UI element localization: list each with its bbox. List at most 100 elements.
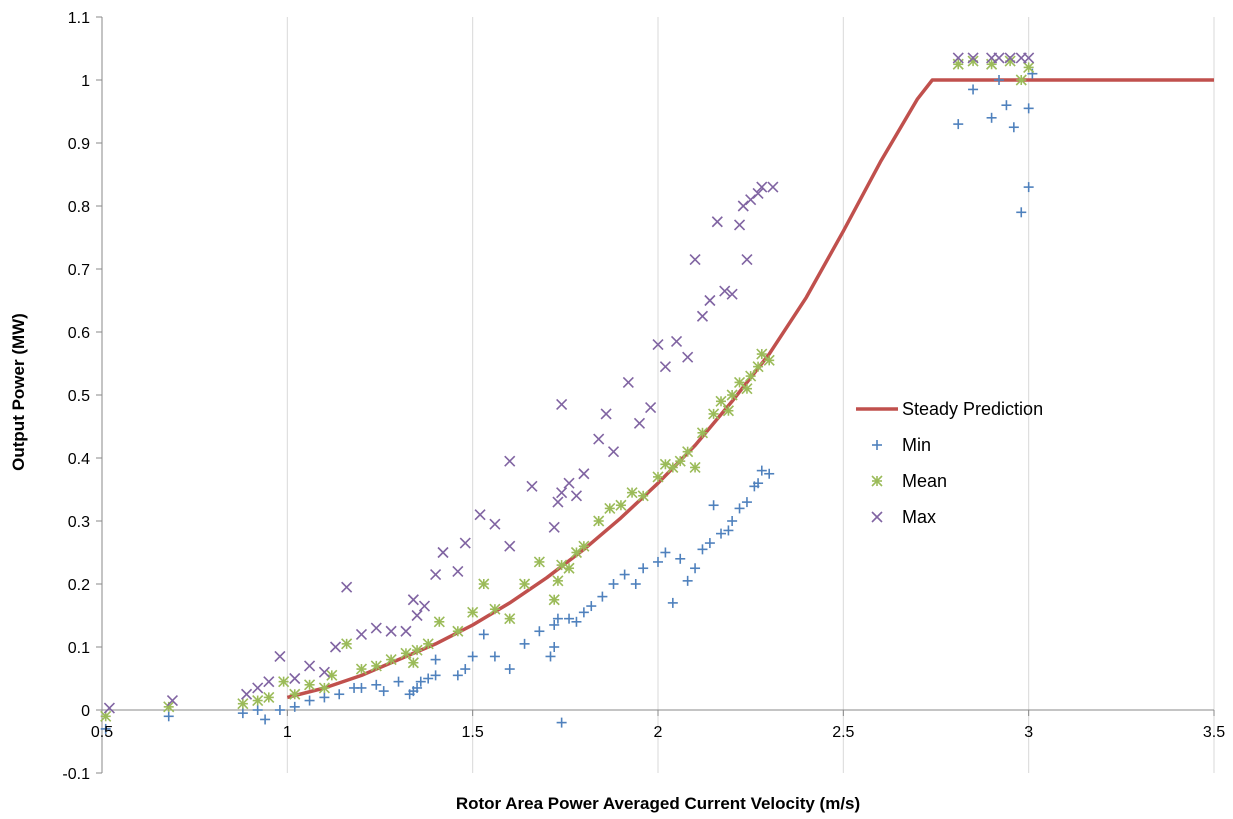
data-point-max — [696, 310, 709, 322]
y-tick-label: 0.4 — [68, 451, 90, 468]
data-point-min — [412, 682, 423, 693]
gridlines — [286, 17, 1215, 773]
data-point-max — [659, 361, 671, 373]
data-point-min — [504, 664, 515, 675]
data-point-max — [689, 253, 701, 266]
data-point-max — [756, 181, 768, 193]
data-point-max — [711, 216, 723, 228]
data-point-max — [767, 181, 779, 193]
data-point-min — [252, 705, 263, 715]
data-point-max — [504, 540, 516, 552]
data-point-min — [334, 689, 345, 700]
series-mean — [100, 55, 1035, 722]
data-point-mean — [674, 455, 686, 467]
legend-label-max: Max — [902, 507, 936, 527]
data-point-min — [586, 601, 597, 612]
data-point-min — [630, 579, 641, 589]
data-point-max — [556, 398, 568, 411]
data-point-min — [1023, 103, 1034, 114]
data-point-mean — [696, 427, 709, 439]
data-point-mean — [637, 490, 649, 502]
data-point-mean — [252, 694, 264, 707]
y-tick-label: 0.5 — [68, 388, 90, 405]
data-point-mean — [407, 657, 419, 669]
data-point-min — [489, 651, 500, 662]
data-point-mean — [289, 688, 301, 700]
data-point-max — [645, 402, 657, 414]
data-point-mean — [518, 578, 531, 590]
data-point-min — [756, 465, 767, 476]
data-point-max — [1004, 52, 1016, 64]
legend-swatch-max — [871, 511, 883, 523]
data-point-max — [570, 490, 583, 502]
data-point-max — [741, 253, 753, 266]
data-point-max — [411, 609, 423, 622]
data-point-min — [319, 692, 330, 703]
data-point-mean — [652, 471, 664, 483]
y-tick-label: 0.9 — [68, 136, 90, 153]
data-point-mean — [548, 594, 560, 606]
data-point-max — [622, 376, 634, 388]
data-point-mean — [745, 370, 757, 382]
data-point-mean — [689, 461, 701, 474]
data-point-max — [704, 294, 716, 307]
data-point-min — [415, 676, 426, 687]
data-point-max — [166, 694, 178, 707]
data-point-min — [274, 705, 285, 715]
data-point-min — [734, 503, 745, 514]
data-point-min — [597, 591, 608, 602]
data-point-mean — [626, 487, 638, 499]
data-point-max — [526, 480, 538, 492]
data-point-max — [633, 417, 646, 429]
data-point-max — [459, 537, 471, 549]
data-point-min — [619, 569, 630, 580]
data-point-min — [682, 575, 693, 586]
data-point-min — [704, 538, 715, 549]
data-point-mean — [341, 638, 353, 650]
data-point-max — [607, 446, 620, 458]
data-point-max — [474, 509, 486, 521]
data-point-max — [452, 565, 464, 577]
y-tick-label: 0.1 — [68, 640, 90, 657]
data-point-min — [460, 664, 471, 675]
data-point-mean — [726, 389, 738, 401]
data-point-min — [549, 642, 560, 652]
data-point-min — [289, 701, 300, 712]
data-point-mean — [722, 405, 734, 417]
data-point-min — [423, 673, 434, 684]
data-point-min — [675, 553, 686, 564]
data-point-max — [304, 660, 316, 672]
data-point-max — [400, 625, 412, 637]
data-point-mean — [593, 515, 605, 527]
x-tick-label: 3 — [1024, 724, 1033, 741]
data-point-min — [653, 556, 663, 567]
data-point-mean — [318, 682, 330, 694]
data-point-max — [341, 581, 353, 593]
data-point-min — [549, 619, 560, 630]
data-point-max — [556, 487, 568, 499]
data-point-mean — [370, 660, 382, 672]
data-point-min — [986, 112, 997, 123]
data-point-mean — [752, 361, 764, 373]
data-point-max — [504, 455, 516, 467]
y-tick-label: 0.2 — [68, 577, 90, 594]
x-axis-title: Rotor Area Power Averaged Current Veloci… — [456, 794, 860, 813]
data-point-min — [716, 528, 727, 539]
data-point-mean — [489, 603, 501, 615]
x-tick-label: 0.5 — [91, 724, 113, 741]
data-point-min — [968, 84, 979, 95]
data-point-min — [727, 516, 738, 526]
y-tick-label: 0.3 — [68, 514, 90, 531]
y-tick-label: -0.1 — [62, 766, 90, 783]
data-point-max — [385, 625, 397, 637]
data-point-max — [726, 288, 738, 300]
data-point-mean — [615, 499, 627, 511]
data-point-max — [563, 477, 575, 489]
data-point-min — [430, 654, 441, 665]
data-point-mean — [452, 625, 464, 637]
legend: Steady Prediction Min Mean Max — [856, 399, 1043, 527]
data-point-mean — [552, 575, 564, 587]
data-point-max — [407, 594, 419, 606]
data-point-mean — [715, 395, 727, 407]
data-point-min — [552, 613, 563, 624]
